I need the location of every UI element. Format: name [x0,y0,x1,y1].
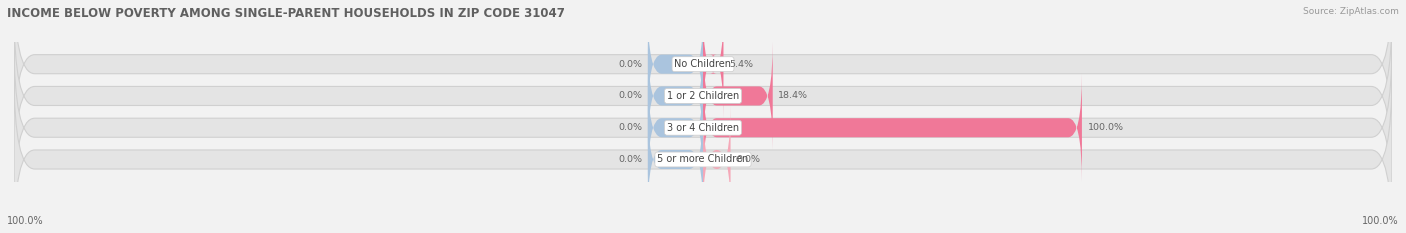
Text: INCOME BELOW POVERTY AMONG SINGLE-PARENT HOUSEHOLDS IN ZIP CODE 31047: INCOME BELOW POVERTY AMONG SINGLE-PARENT… [7,7,565,20]
Text: 0.0%: 0.0% [619,123,643,132]
Text: 100.0%: 100.0% [1362,216,1399,226]
FancyBboxPatch shape [648,10,703,118]
Text: 0.0%: 0.0% [619,92,643,100]
Text: 18.4%: 18.4% [779,92,808,100]
FancyBboxPatch shape [703,74,1083,182]
Text: 5 or more Children: 5 or more Children [658,154,748,164]
Text: 5.4%: 5.4% [728,60,754,69]
FancyBboxPatch shape [703,42,773,150]
Text: 1 or 2 Children: 1 or 2 Children [666,91,740,101]
FancyBboxPatch shape [703,10,724,118]
Text: 100.0%: 100.0% [7,216,44,226]
FancyBboxPatch shape [14,74,1392,233]
Text: Source: ZipAtlas.com: Source: ZipAtlas.com [1303,7,1399,16]
FancyBboxPatch shape [648,106,703,213]
Text: 0.0%: 0.0% [619,60,643,69]
FancyBboxPatch shape [14,10,1392,182]
FancyBboxPatch shape [648,42,703,150]
FancyBboxPatch shape [14,0,1392,150]
FancyBboxPatch shape [14,42,1392,213]
FancyBboxPatch shape [648,74,703,182]
Text: 0.0%: 0.0% [737,155,761,164]
FancyBboxPatch shape [703,106,731,213]
Text: 100.0%: 100.0% [1087,123,1123,132]
Text: No Children: No Children [675,59,731,69]
Text: 3 or 4 Children: 3 or 4 Children [666,123,740,133]
Text: 0.0%: 0.0% [619,155,643,164]
